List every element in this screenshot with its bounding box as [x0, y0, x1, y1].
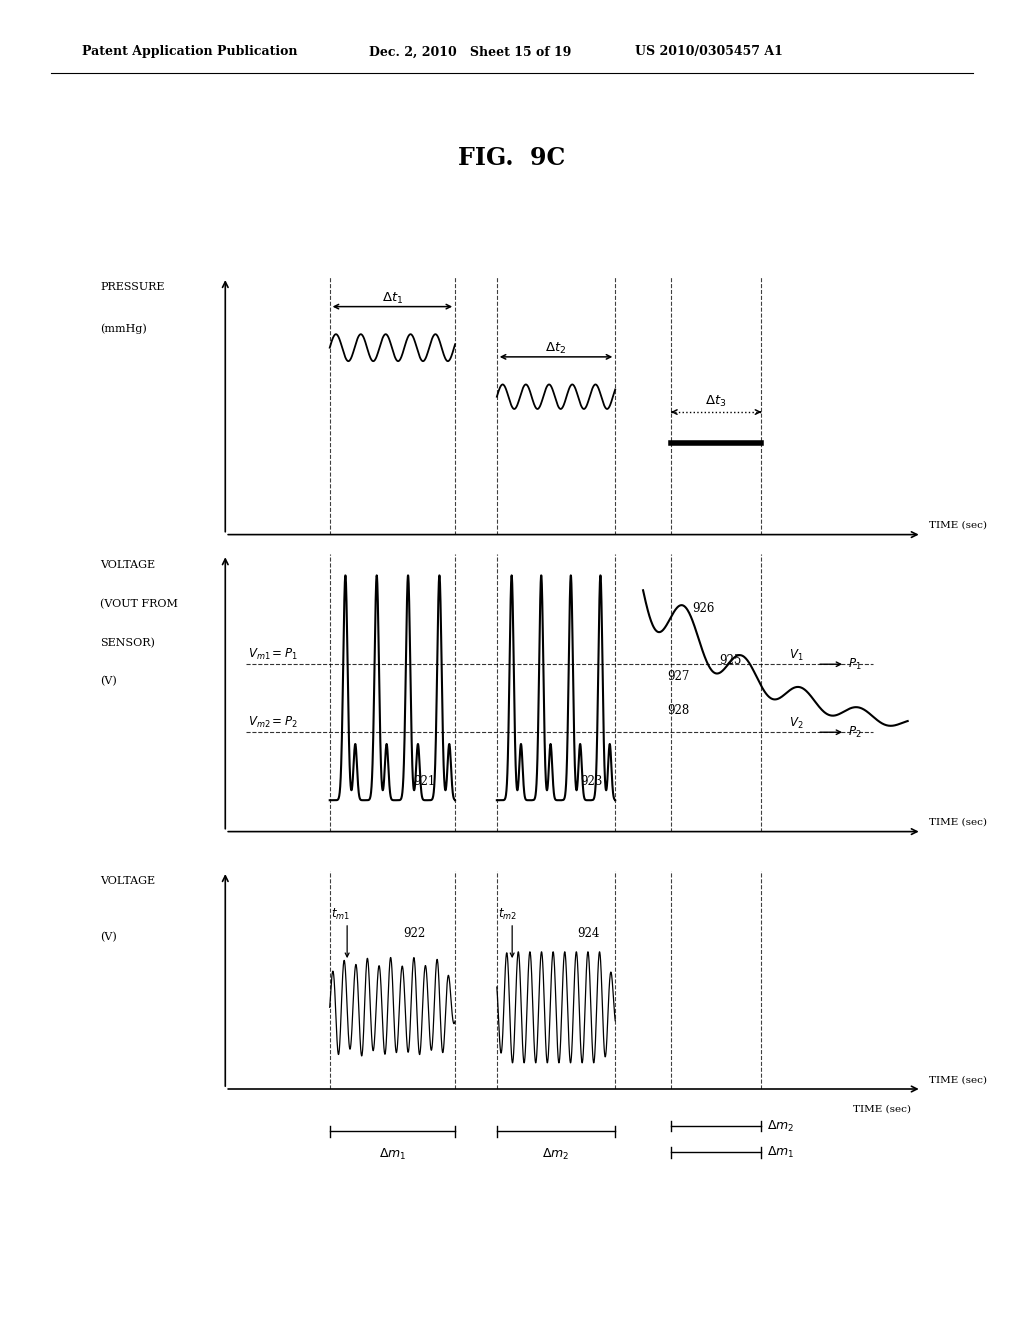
Text: TIME (sec): TIME (sec) — [853, 1105, 911, 1114]
Text: $\Delta t_1$: $\Delta t_1$ — [382, 290, 403, 306]
Text: $\Delta m_1$: $\Delta m_1$ — [379, 1147, 407, 1162]
Text: 922: 922 — [402, 927, 425, 940]
Text: 928: 928 — [668, 704, 690, 717]
Text: VOLTAGE: VOLTAGE — [100, 560, 155, 570]
Text: 924: 924 — [577, 927, 599, 940]
Text: 925: 925 — [720, 655, 742, 667]
Text: $\Delta t_3$: $\Delta t_3$ — [706, 393, 727, 409]
Text: $V_2$: $V_2$ — [790, 715, 804, 731]
Text: 927: 927 — [668, 671, 690, 682]
Text: $\Delta m_2$: $\Delta m_2$ — [767, 1118, 794, 1134]
Text: $P_2$: $P_2$ — [849, 725, 862, 739]
Text: $\Delta t_2$: $\Delta t_2$ — [546, 341, 566, 356]
Text: US 2010/0305457 A1: US 2010/0305457 A1 — [635, 45, 782, 58]
Text: $\Delta m_2$: $\Delta m_2$ — [543, 1147, 569, 1162]
Text: 926: 926 — [692, 602, 714, 615]
Text: Patent Application Publication: Patent Application Publication — [82, 45, 297, 58]
Text: $t_{m1}$: $t_{m1}$ — [331, 907, 350, 921]
Text: TIME (sec): TIME (sec) — [929, 1076, 986, 1085]
Text: $V_{m1}=P_1$: $V_{m1}=P_1$ — [248, 647, 297, 663]
Text: FIG.  9C: FIG. 9C — [459, 147, 565, 170]
Text: (mmHg): (mmHg) — [100, 323, 146, 334]
Text: Dec. 2, 2010   Sheet 15 of 19: Dec. 2, 2010 Sheet 15 of 19 — [369, 45, 571, 58]
Text: (V): (V) — [100, 676, 117, 686]
Text: $V_1$: $V_1$ — [790, 648, 804, 663]
Text: (V): (V) — [100, 932, 117, 942]
Text: SENSOR): SENSOR) — [100, 638, 155, 648]
Text: $P_1$: $P_1$ — [849, 656, 862, 672]
Text: 921: 921 — [414, 775, 435, 788]
Text: $\Delta m_1$: $\Delta m_1$ — [767, 1144, 794, 1160]
Text: 923: 923 — [581, 775, 603, 788]
Text: $V_{m2}=P_2$: $V_{m2}=P_2$ — [248, 715, 297, 730]
Text: (VOUT FROM: (VOUT FROM — [100, 599, 178, 609]
Text: $t_{m2}$: $t_{m2}$ — [499, 907, 517, 921]
Text: PRESSURE: PRESSURE — [100, 282, 165, 292]
Text: TIME (sec): TIME (sec) — [929, 817, 986, 826]
Text: VOLTAGE: VOLTAGE — [100, 875, 155, 886]
Text: TIME (sec): TIME (sec) — [929, 520, 986, 529]
